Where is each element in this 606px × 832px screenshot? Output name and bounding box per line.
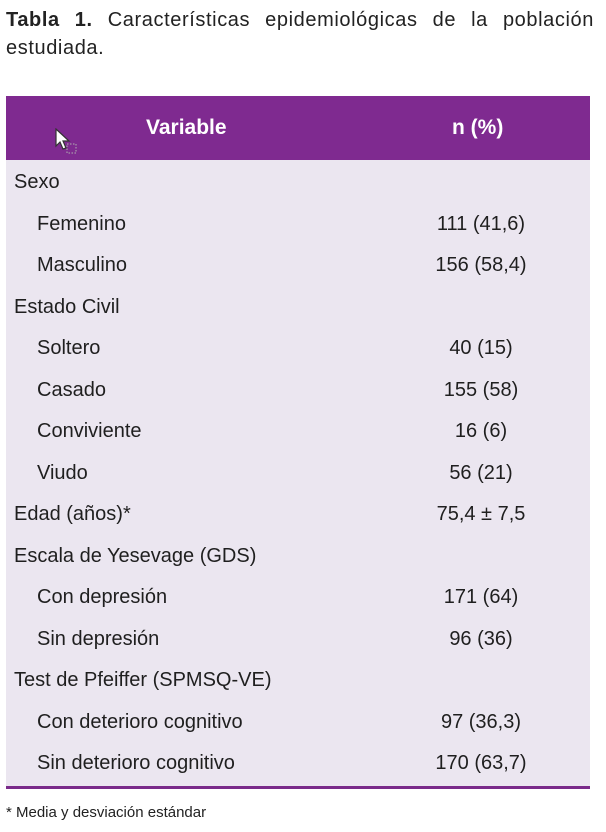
row-label: Escala de Yesevage (GDS) xyxy=(14,544,257,567)
table-caption: Tabla 1. Características epidemiológicas… xyxy=(6,6,594,62)
table-section-row: Estado Civil xyxy=(6,285,590,327)
row-label: Con depresión xyxy=(37,586,168,608)
row-value: 170 (63,7) xyxy=(435,752,527,774)
row-label: Estado Civil xyxy=(14,295,120,318)
table-row: Viudo 56 (21) xyxy=(6,451,590,493)
header-variable: Variable xyxy=(146,116,227,139)
row-value: 96 (36) xyxy=(449,627,513,650)
footnote: * Media y desviación estándar xyxy=(6,804,207,821)
table-row: Con deterioro cognitivo 97 (36,3) xyxy=(6,700,590,742)
row-value: 40 (15) xyxy=(449,337,513,359)
row-value: 97 (36,3) xyxy=(440,710,522,733)
table-row: Sin depresión 96 (36) xyxy=(6,617,590,659)
data-table: Variable n (%) Sexo Femenino 111 (41,6) Mas… xyxy=(6,96,590,789)
row-label: Sin depresión xyxy=(37,627,160,650)
row-value: 156 (58,4) xyxy=(435,254,527,276)
table-section-row: Escala de Yesevage (GDS) xyxy=(6,534,590,576)
caption-label: Tabla 1. xyxy=(6,9,93,31)
mouse-pointer-icon xyxy=(55,128,77,154)
table-row: Femenino 111 (41,6) xyxy=(6,202,590,244)
row-label: Con deterioro cognitivo xyxy=(37,710,243,733)
row-label: Soltero xyxy=(37,337,101,359)
table-section-row: Test de Pfeiffer (SPMSQ-VE) xyxy=(6,658,590,700)
table-row: Conviviente 16 (6) xyxy=(6,409,590,451)
table-section-row: Edad (años)* 75,4 ± 7,5 xyxy=(6,492,590,534)
row-label: Test de Pfeiffer (SPMSQ-VE) xyxy=(14,669,272,691)
table-row: Casado 155 (58) xyxy=(6,368,590,410)
row-label: Casado xyxy=(37,378,106,401)
table-row: Sin deterioro cognitivo 170 (63,7) xyxy=(6,741,590,783)
row-label: Masculino xyxy=(37,254,128,276)
row-label: Viudo xyxy=(37,461,88,484)
table-row: Soltero 40 (15) xyxy=(6,326,590,368)
header-n-percent: n (%) xyxy=(452,116,504,139)
row-label: Sexo xyxy=(14,171,60,193)
caption-text: Características epidemiológicas de la po… xyxy=(6,9,594,59)
table-row: Masculino 156 (58,4) xyxy=(6,243,590,285)
table-row: Con depresión 171 (64) xyxy=(6,575,590,617)
table-section-row: Sexo xyxy=(6,160,590,202)
row-label: Edad (años)* xyxy=(14,503,131,525)
row-value: 155 (58) xyxy=(443,378,519,401)
row-value: 56 (21) xyxy=(449,461,513,484)
row-value: 171 (64) xyxy=(443,586,519,608)
table-header: Variable n (%) xyxy=(6,96,590,160)
row-label: Femenino xyxy=(37,212,126,235)
row-value: 111 (41,6) xyxy=(436,212,526,235)
table-body: Sexo Femenino 111 (41,6) Masculino 156 (58,4… xyxy=(6,160,590,783)
row-value: 16 (6) xyxy=(454,420,508,442)
row-value: 75,4 ± 7,5 xyxy=(436,503,526,525)
row-label: Conviviente xyxy=(37,420,142,442)
row-label: Sin deterioro cognitivo xyxy=(37,752,235,774)
